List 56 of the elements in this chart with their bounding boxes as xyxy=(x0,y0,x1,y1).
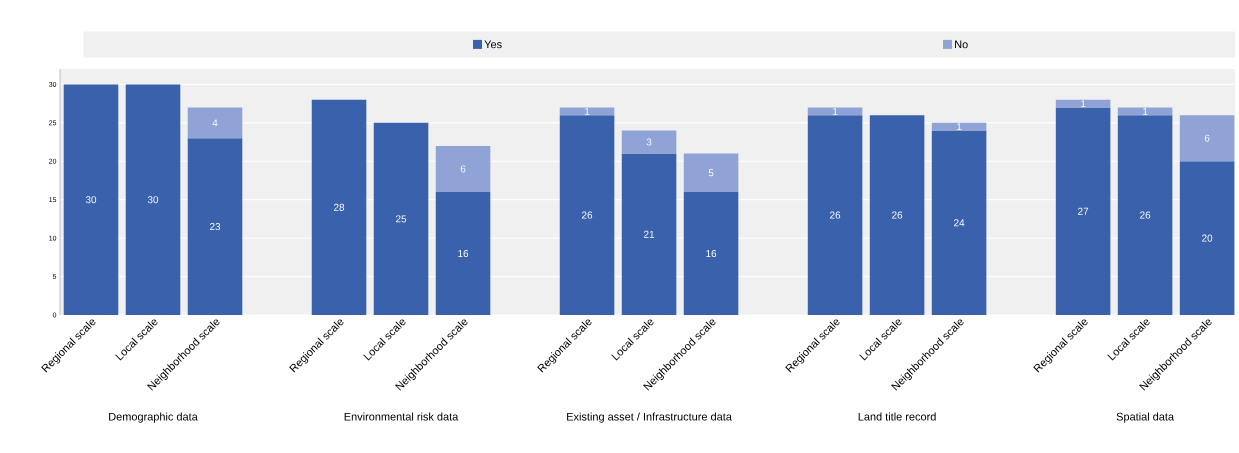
data-label: 26 xyxy=(892,211,903,219)
bar xyxy=(125,84,181,315)
data-label: 26 xyxy=(830,211,841,219)
bar xyxy=(1179,115,1235,162)
legend-label: Yes xyxy=(484,40,502,49)
bar xyxy=(187,107,243,139)
data-label: 1 xyxy=(1143,107,1148,115)
bar xyxy=(435,145,491,192)
bar xyxy=(1179,161,1235,315)
text: Environmental risk data xyxy=(344,412,459,421)
data-label: 24 xyxy=(954,219,965,227)
bar xyxy=(1117,115,1173,315)
data-label: 6 xyxy=(1204,134,1210,142)
data-label: 1 xyxy=(833,107,838,115)
text: Spatial data xyxy=(1116,412,1175,423)
text: Demographic data xyxy=(109,412,198,423)
data-label: 3 xyxy=(646,138,652,146)
bar xyxy=(1117,107,1173,116)
bar xyxy=(1055,107,1111,315)
bar xyxy=(807,115,863,315)
data-label: 30 xyxy=(85,196,97,204)
data-label: 5 xyxy=(708,169,714,177)
bar xyxy=(559,115,615,315)
data-label: 4 xyxy=(212,119,218,127)
data-label: 1 xyxy=(1081,100,1086,108)
bar xyxy=(683,153,739,192)
data-label: 21 xyxy=(644,230,655,238)
bar xyxy=(869,115,925,315)
data-label: 20 xyxy=(1202,234,1213,242)
data-label: 16 xyxy=(706,249,717,258)
bar xyxy=(621,130,677,154)
data-label: 16 xyxy=(458,249,469,258)
data-label: 6 xyxy=(460,165,466,173)
bar xyxy=(311,99,367,315)
bar xyxy=(621,153,677,315)
bar xyxy=(559,107,615,116)
bar xyxy=(931,122,987,131)
bar xyxy=(63,84,119,315)
data-label: 27 xyxy=(1078,207,1089,215)
data-label: 30 xyxy=(147,196,159,204)
bar xyxy=(373,122,429,315)
text: Land title record xyxy=(858,412,936,421)
legend-label: No xyxy=(955,40,968,49)
data-label: 26 xyxy=(582,211,593,219)
bar xyxy=(683,192,739,315)
data-label: 28 xyxy=(333,203,345,211)
bar xyxy=(187,138,243,315)
bar xyxy=(435,192,491,315)
text: Existing asset / Infrastructure data xyxy=(567,412,732,423)
data-label: 1 xyxy=(585,107,590,115)
data-label: 23 xyxy=(209,223,221,231)
data-label: 26 xyxy=(1140,211,1151,219)
bar xyxy=(931,130,987,315)
bar xyxy=(807,107,863,116)
data-label: 1 xyxy=(957,123,962,131)
data-label: 25 xyxy=(395,215,407,223)
